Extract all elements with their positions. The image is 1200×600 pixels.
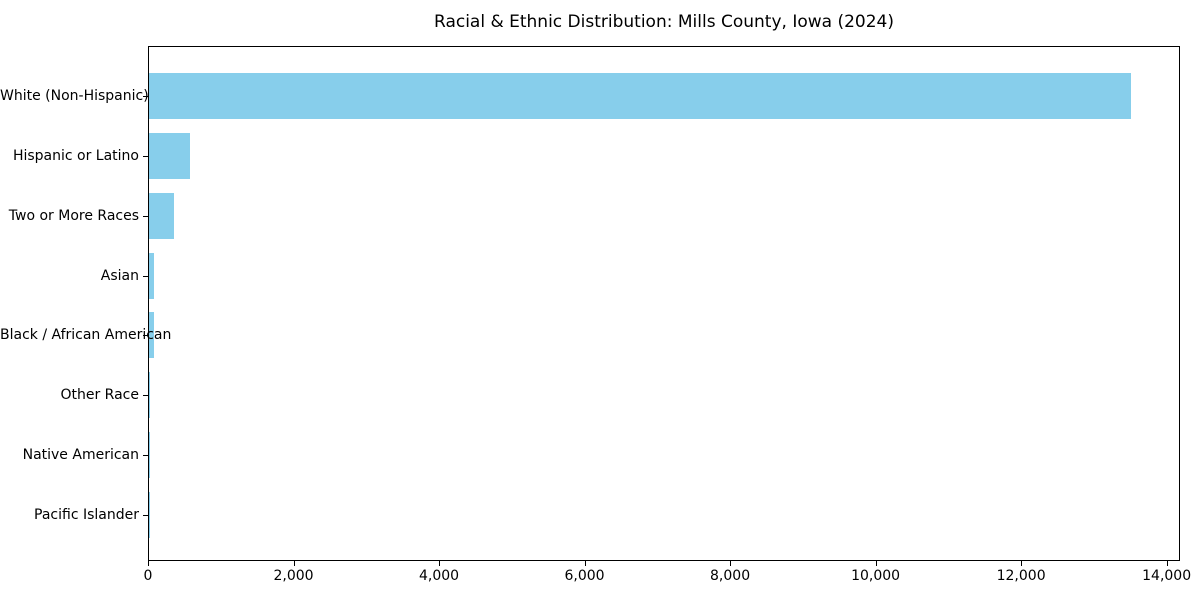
x-tick-mark <box>875 561 877 566</box>
x-tick-mark <box>1021 561 1023 566</box>
x-tick-label: 0 <box>143 568 153 584</box>
y-tick-label: Other Race <box>60 387 139 404</box>
bar-black-african-american <box>149 312 155 359</box>
y-tick-label: Native American <box>22 447 139 464</box>
y-tick-mark <box>143 514 148 516</box>
x-tick-mark <box>1166 561 1168 566</box>
y-tick-mark <box>143 96 148 97</box>
x-tick-mark <box>730 561 732 566</box>
bar-hispanic-or-latino <box>149 132 190 179</box>
bar-other-race <box>149 372 151 419</box>
x-tick-label: 6,000 <box>564 568 605 584</box>
bar-white-non-hispanic <box>149 73 1132 119</box>
x-tick-label: 14,000 <box>1142 568 1192 584</box>
y-tick-mark <box>143 455 148 457</box>
y-tick-label: Asian <box>100 267 139 284</box>
x-tick-label: 2,000 <box>273 568 314 584</box>
y-tick-mark <box>143 155 148 157</box>
x-tick-mark <box>584 561 586 566</box>
y-tick-label: Hispanic or Latino <box>12 147 139 164</box>
bar-two-or-more-races <box>149 192 175 239</box>
bar-native-american <box>149 432 150 479</box>
bar-asian <box>149 252 155 299</box>
y-tick-mark <box>143 335 148 337</box>
x-tick-label: 12,000 <box>996 568 1046 584</box>
chart-title: Racial & Ethnic Distribution: Mills Coun… <box>434 12 894 32</box>
x-tick-mark <box>293 561 295 566</box>
y-tick-label: Black / African American <box>0 327 172 344</box>
y-tick-mark <box>143 275 148 277</box>
x-tick-mark <box>439 561 441 566</box>
x-tick-label: 10,000 <box>851 568 901 584</box>
x-tick-mark <box>148 561 149 566</box>
y-tick-label: Two or More Races <box>8 207 139 224</box>
y-tick-label: White (Non-Hispanic) <box>0 88 149 104</box>
x-tick-label: 4,000 <box>418 568 460 584</box>
y-tick-mark <box>143 395 148 397</box>
y-tick-mark <box>143 215 148 217</box>
y-tick-label: Pacific Islander <box>34 506 139 523</box>
plot-area <box>148 46 1180 561</box>
x-tick-label: 8,000 <box>710 568 751 584</box>
